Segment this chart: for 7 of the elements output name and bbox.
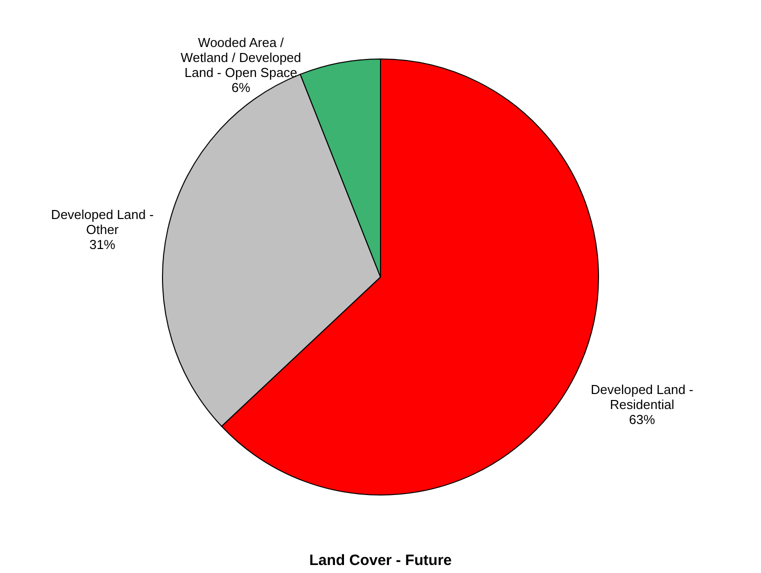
data-label: 31% [89, 236, 116, 252]
slice-label: Developed Land - Residential [590, 382, 694, 412]
data-label: 6% [232, 80, 251, 96]
slice-label: Developed Land - Other [51, 206, 154, 237]
slice-label: Wooded Area / Wetland / Developed Land - Open Space [180, 35, 302, 80]
text: Land Cover - Future [309, 552, 452, 569]
data-label: 63% [629, 412, 656, 428]
